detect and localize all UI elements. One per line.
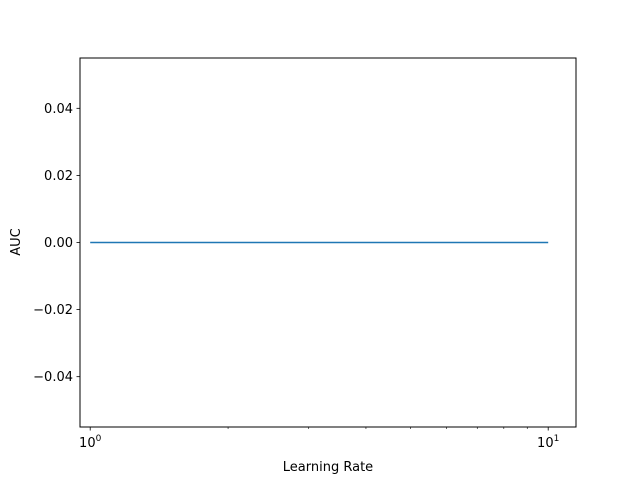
x-tick-label: 101: [537, 434, 559, 451]
y-axis-label: AUC: [9, 228, 24, 256]
y-tick-label: 0.04: [44, 102, 73, 117]
y-tick-label: −0.04: [33, 370, 73, 385]
y-tick-label: −0.02: [33, 303, 73, 318]
y-tick-label: 0.00: [44, 236, 73, 251]
x-axis-label: Learning Rate: [283, 460, 373, 475]
y-tick-label: 0.02: [44, 169, 73, 184]
x-tick-label: 100: [79, 434, 102, 451]
